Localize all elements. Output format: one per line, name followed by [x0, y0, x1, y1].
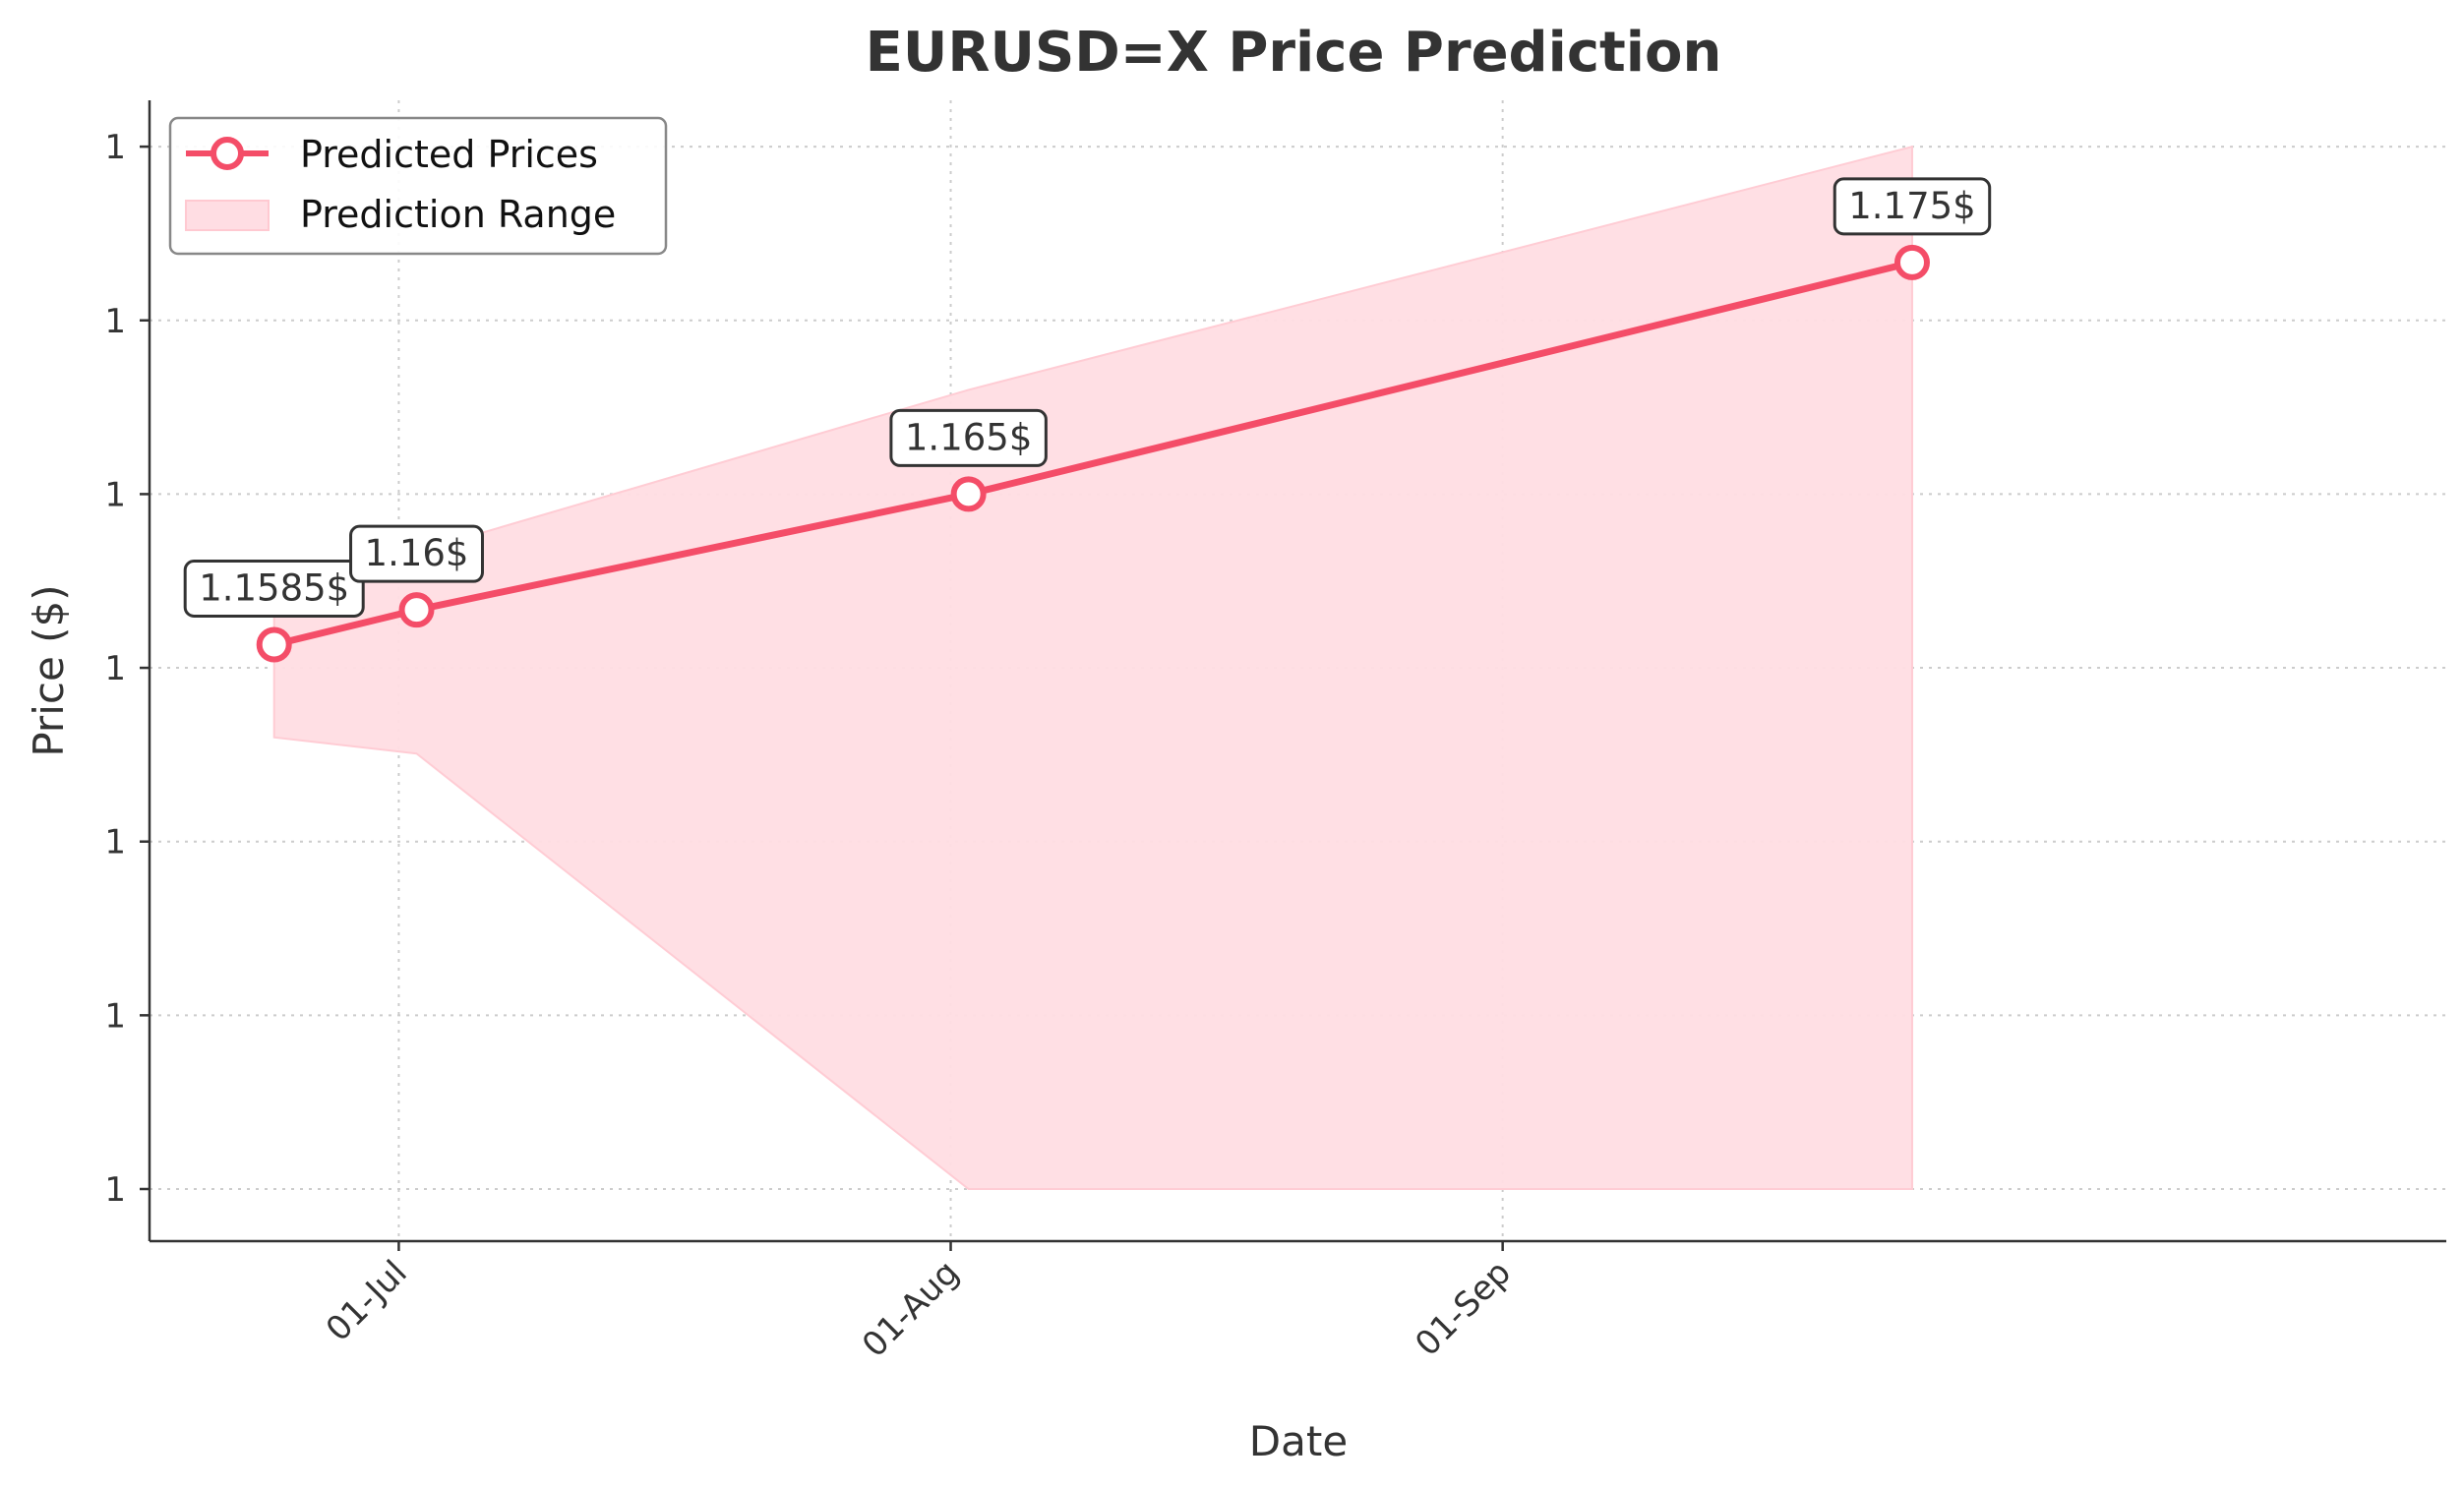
data-label-text: 1.16$: [365, 532, 469, 574]
data-label-box: [1833, 177, 1992, 236]
data-label: 1.175$: [1833, 177, 1992, 236]
predicted-price-line: [272, 259, 1913, 648]
legend-entry-range: Prediction Range: [300, 193, 616, 236]
data-label-text: 1.1585$: [199, 567, 349, 610]
legend-range-swatch: [185, 200, 270, 231]
legend: Predicted Prices Prediction Range: [168, 116, 668, 256]
data-label: 1.16$: [349, 524, 484, 583]
y-tick-label: 1: [104, 128, 126, 167]
predicted-price-point: [398, 592, 435, 628]
data-label-box: [889, 408, 1048, 467]
predicted-price-point: [256, 626, 292, 663]
data-label-box: [349, 524, 484, 583]
chart-title: EURUSD=X Price Prediction: [866, 21, 1722, 85]
y-tick-label: 1: [104, 302, 126, 341]
predicted-price-point: [950, 476, 987, 512]
data-label: 1.165$: [889, 408, 1048, 467]
predicted-price-point: [1893, 244, 1930, 280]
y-tick-label: 1: [104, 996, 126, 1036]
predicted-prices-series: [256, 244, 1930, 663]
data-label-text: 1.175$: [1848, 185, 1975, 227]
data-label: 1.1585$: [183, 560, 365, 619]
data-label-text: 1.165$: [905, 416, 1032, 458]
y-axis-ticks: 1 1 1 1 1 1 1: [104, 128, 150, 1210]
prediction-range-band: [272, 145, 1913, 1191]
y-tick-label: 1: [104, 1170, 126, 1210]
y-tick-label: 1: [104, 823, 126, 863]
y-axis-label: Price ($): [25, 584, 73, 756]
legend-entry-predicted: Predicted Prices: [300, 133, 598, 176]
legend-marker-swatch: [210, 137, 244, 170]
legend-box: [168, 116, 668, 256]
y-tick-label: 1: [104, 649, 126, 688]
prediction-range-area: [272, 145, 1913, 1191]
data-labels: 1.1585$ 1.16$ 1.165$ 1.175$: [183, 177, 1992, 619]
x-axis-label: Date: [1249, 1417, 1348, 1465]
y-tick-label: 1: [104, 475, 126, 514]
data-label-box: [183, 560, 365, 619]
